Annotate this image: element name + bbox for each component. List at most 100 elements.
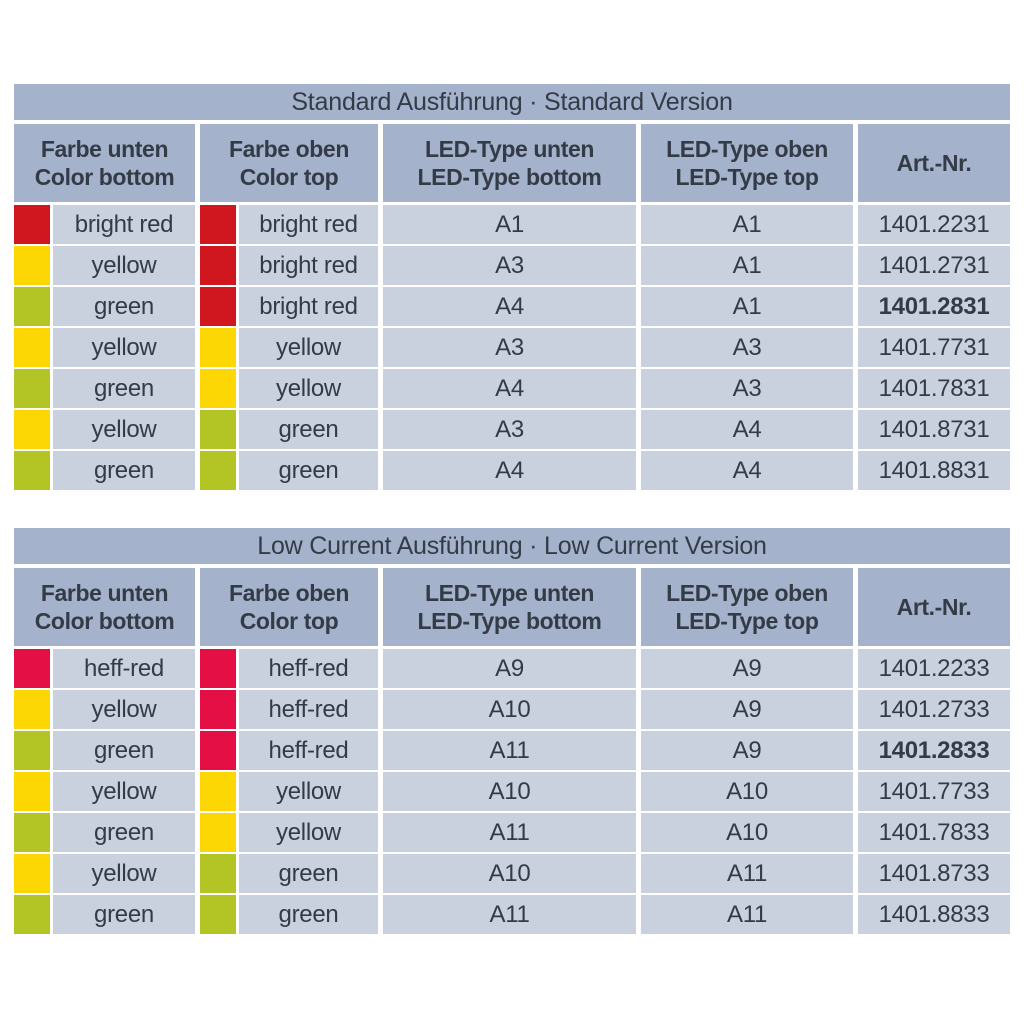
- color-top-cell: heff-red: [200, 731, 378, 770]
- header-art-nr: Art.-Nr.: [858, 124, 1010, 202]
- art-nr-cell: 1401.2833: [858, 731, 1010, 770]
- art-nr-cell: 1401.8731: [858, 410, 1010, 449]
- led-type-bottom-cell: A10: [383, 772, 636, 811]
- header-color-bottom: Farbe unten Color bottom: [14, 124, 195, 202]
- color-top-label: yellow: [276, 777, 341, 805]
- table-row: yellow yellow A10 A10 1401.7733: [14, 772, 1010, 811]
- led-type-top-cell: A9: [641, 731, 853, 770]
- color-top-label: green: [278, 415, 339, 443]
- header-led-type-bottom: LED-Type unten LED-Type bottom: [383, 568, 636, 646]
- color-bottom-swatch: [14, 854, 50, 893]
- color-top-cell: yellow: [200, 369, 378, 408]
- header-led-type-bottom: LED-Type unten LED-Type bottom: [383, 124, 636, 202]
- color-bottom-swatch: [14, 451, 50, 490]
- color-bottom-swatch: [14, 205, 50, 244]
- color-top-swatch: [200, 369, 236, 408]
- led-type-bottom-cell: A1: [383, 205, 636, 244]
- color-top-swatch: [200, 205, 236, 244]
- color-bottom-swatch: [14, 410, 50, 449]
- color-bottom-label: green: [94, 818, 154, 846]
- color-top-label: bright red: [259, 251, 358, 279]
- color-bottom-cell: yellow: [14, 772, 195, 811]
- header-line: LED-Type oben: [666, 579, 828, 606]
- standard-version-table: Standard Ausführung · Standard Version F…: [14, 84, 1010, 492]
- led-type-bottom-cell: A10: [383, 854, 636, 893]
- led-type-top-cell: A9: [641, 649, 853, 688]
- color-bottom-cell: green: [14, 731, 195, 770]
- color-top-swatch: [200, 813, 236, 852]
- color-bottom-cell: green: [14, 895, 195, 934]
- art-nr-cell: 1401.2731: [858, 246, 1010, 285]
- color-bottom-label: heff-red: [84, 654, 164, 682]
- color-top-label: heff-red: [268, 695, 349, 723]
- color-bottom-swatch: [14, 895, 50, 934]
- color-bottom-swatch: [14, 731, 50, 770]
- led-type-bottom-cell: A10: [383, 690, 636, 729]
- led-type-bottom-cell: A4: [383, 287, 636, 326]
- led-type-top-cell: A10: [641, 813, 853, 852]
- art-nr-cell: 1401.8831: [858, 451, 1010, 490]
- color-bottom-swatch: [14, 328, 50, 367]
- color-bottom-cell: yellow: [14, 246, 195, 285]
- color-bottom-cell: bright red: [14, 205, 195, 244]
- header-led-type-top: LED-Type oben LED-Type top: [641, 124, 853, 202]
- header-line: LED-Type oben: [666, 135, 828, 162]
- color-top-label: bright red: [259, 292, 358, 320]
- color-top-cell: green: [200, 410, 378, 449]
- art-nr-cell: 1401.2831: [858, 287, 1010, 326]
- color-top-swatch: [200, 410, 236, 449]
- art-nr-cell: 1401.7831: [858, 369, 1010, 408]
- art-nr-cell: 1401.8733: [858, 854, 1010, 893]
- header-line: Color bottom: [34, 164, 175, 190]
- header-line: LED-Type top: [675, 608, 819, 634]
- color-top-label: heff-red: [268, 654, 349, 682]
- led-type-top-cell: A1: [641, 205, 853, 244]
- color-top-swatch: [200, 854, 236, 893]
- art-nr-cell: 1401.2233: [858, 649, 1010, 688]
- table-row: green green A4 A4 1401.8831: [14, 451, 1010, 490]
- color-top-cell: green: [200, 451, 378, 490]
- color-bottom-swatch: [14, 246, 50, 285]
- color-bottom-cell: yellow: [14, 854, 195, 893]
- header-color-bottom: Farbe unten Color bottom: [14, 568, 195, 646]
- color-bottom-cell: yellow: [14, 328, 195, 367]
- led-type-top-cell: A9: [641, 690, 853, 729]
- color-top-swatch: [200, 287, 236, 326]
- header-line: LED-Type bottom: [417, 164, 602, 190]
- color-top-cell: heff-red: [200, 690, 378, 729]
- header-line: Art.-Nr.: [896, 149, 972, 176]
- color-bottom-swatch: [14, 690, 50, 729]
- color-top-swatch: [200, 772, 236, 811]
- led-type-top-cell: A1: [641, 246, 853, 285]
- color-top-swatch: [200, 895, 236, 934]
- color-bottom-swatch: [14, 649, 50, 688]
- led-type-top-cell: A4: [641, 451, 853, 490]
- color-bottom-label: green: [94, 736, 154, 764]
- led-type-bottom-cell: A11: [383, 731, 636, 770]
- color-bottom-cell: yellow: [14, 690, 195, 729]
- led-type-top-cell: A1: [641, 287, 853, 326]
- color-top-label: yellow: [276, 333, 341, 361]
- color-top-cell: yellow: [200, 772, 378, 811]
- color-bottom-label: yellow: [91, 859, 157, 887]
- table-header-row: Farbe unten Color bottom Farbe oben Colo…: [14, 124, 1010, 202]
- table-row: green green A11 A11 1401.8833: [14, 895, 1010, 934]
- led-type-bottom-cell: A4: [383, 369, 636, 408]
- art-nr-cell: 1401.7731: [858, 328, 1010, 367]
- color-top-label: bright red: [259, 210, 358, 238]
- color-bottom-label: green: [94, 374, 154, 402]
- led-type-bottom-cell: A4: [383, 451, 636, 490]
- led-type-bottom-cell: A9: [383, 649, 636, 688]
- led-type-top-cell: A3: [641, 369, 853, 408]
- header-color-top: Farbe oben Color top: [200, 568, 378, 646]
- art-nr-cell: 1401.8833: [858, 895, 1010, 934]
- color-bottom-label: yellow: [91, 777, 157, 805]
- led-type-top-cell: A11: [641, 895, 853, 934]
- color-bottom-cell: heff-red: [14, 649, 195, 688]
- color-top-cell: green: [200, 895, 378, 934]
- led-type-bottom-cell: A3: [383, 246, 636, 285]
- header-line: Art.-Nr.: [896, 593, 972, 620]
- header-line: Farbe oben: [229, 135, 349, 162]
- color-bottom-cell: green: [14, 451, 195, 490]
- header-line: Farbe unten: [40, 135, 169, 162]
